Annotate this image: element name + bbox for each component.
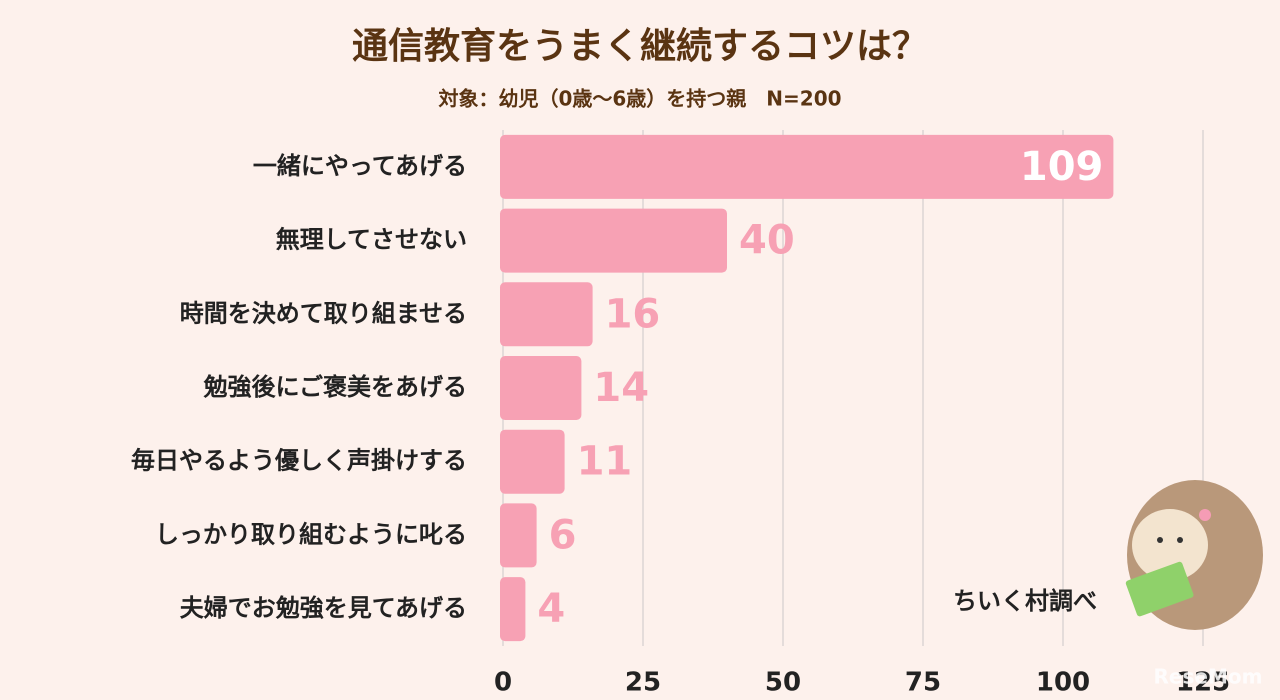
bar	[500, 503, 537, 568]
value-label: 16	[605, 291, 661, 337]
mascot-eye	[1177, 537, 1183, 543]
value-label: 14	[593, 365, 649, 411]
x-tick-label: 25	[625, 668, 661, 698]
x-tick-label: 0	[494, 668, 512, 698]
value-label: 11	[577, 439, 633, 485]
bar	[500, 429, 565, 494]
source-note: ちいく村調べ	[953, 587, 1097, 615]
y-tick-label: 毎日やるよう優しく声掛けする	[131, 447, 467, 475]
watermark: ReseMom	[1154, 665, 1263, 689]
y-tick-label: しっかり取り組むように叱る	[155, 520, 467, 548]
y-tick-label: 一緒にやってあげる	[253, 152, 467, 180]
y-tick-label: 勉強後にご褒美をあげる	[202, 373, 467, 401]
x-tick-label: 75	[905, 668, 941, 698]
bar	[500, 577, 526, 642]
bar	[500, 356, 582, 420]
value-label: 6	[549, 512, 577, 558]
chart-subtitle: 対象：幼児（0歳〜6歳）を持つ親 N=200	[437, 87, 841, 111]
value-label: 4	[537, 586, 565, 632]
mascot-flower	[1199, 509, 1211, 521]
x-tick-label: 100	[1036, 668, 1090, 698]
y-tick-label: 夫婦でお勉強を見てあげる	[180, 594, 467, 622]
mascot-eye	[1157, 537, 1163, 543]
mascot-tablet	[1125, 561, 1194, 617]
chart-title: 通信教育をうまく継続するコツは？	[352, 26, 928, 67]
mascot	[1125, 480, 1263, 630]
y-tick-label: 無理してさせない	[276, 226, 467, 254]
value-label: 109	[1020, 144, 1104, 190]
bar	[500, 134, 1114, 199]
y-tick-label: 時間を決めて取り組ませる	[180, 299, 467, 327]
bar	[500, 282, 593, 347]
x-tick-label: 125	[1176, 668, 1230, 698]
x-tick-label: 50	[765, 668, 801, 698]
bar	[500, 208, 727, 273]
value-label: 40	[739, 218, 795, 264]
mascot-face	[1132, 509, 1208, 581]
